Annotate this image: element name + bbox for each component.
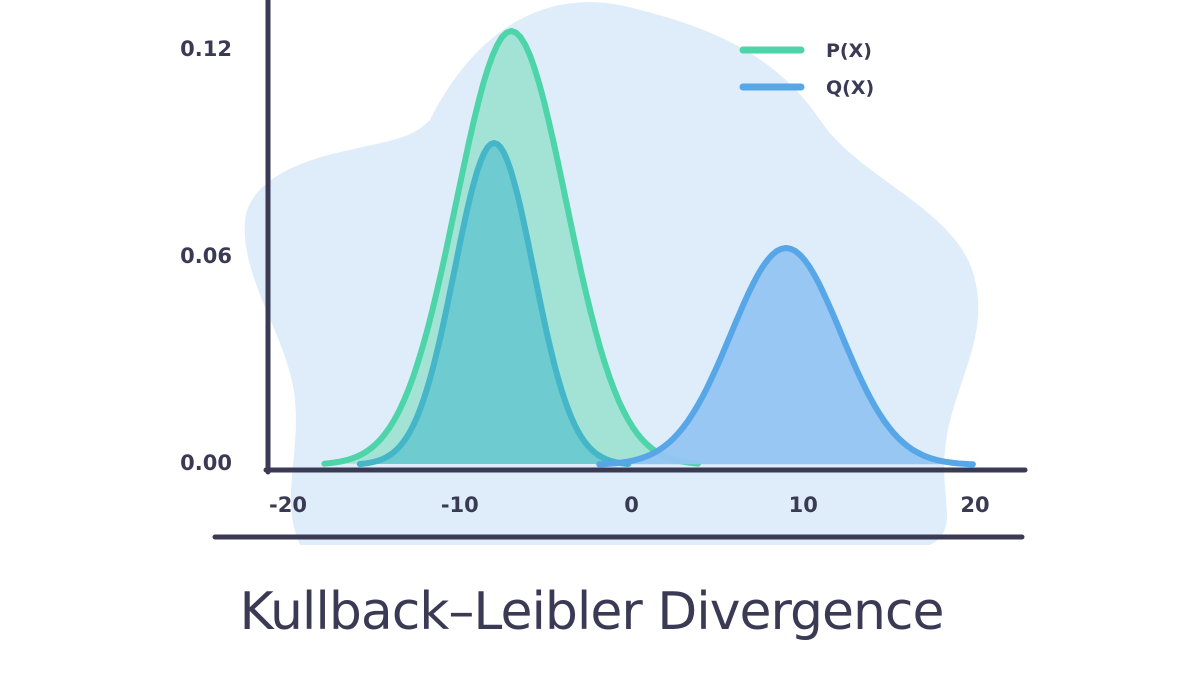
- x-tick-label: -20: [269, 493, 307, 517]
- legend-label: P(X): [826, 40, 872, 62]
- y-tick-label: 0.06: [180, 244, 232, 268]
- x-tick-label: 10: [789, 493, 818, 517]
- x-tick-label: 20: [960, 493, 989, 517]
- x-tick-label: 0: [624, 493, 639, 517]
- tick-labels: -20 -10 0 10 20 0.00 0.06 0.12: [180, 37, 989, 517]
- legend: P(X) Q(X): [739, 40, 874, 99]
- series-q-line-0: [356, 140, 632, 467]
- series-q-line-1: [596, 245, 976, 468]
- series-p-line-0: [321, 28, 702, 467]
- chart-title: Kullback–Leibler Divergence: [239, 582, 944, 642]
- series-q-area-1: [599, 248, 973, 465]
- x-tick-label: -10: [441, 493, 479, 517]
- y-tick-label: 0.00: [180, 451, 232, 475]
- y-tick-label: 0.12: [180, 37, 232, 61]
- curves-layer: [321, 28, 976, 468]
- legend-label: Q(X): [826, 77, 874, 99]
- series-q-area-0: [359, 143, 629, 464]
